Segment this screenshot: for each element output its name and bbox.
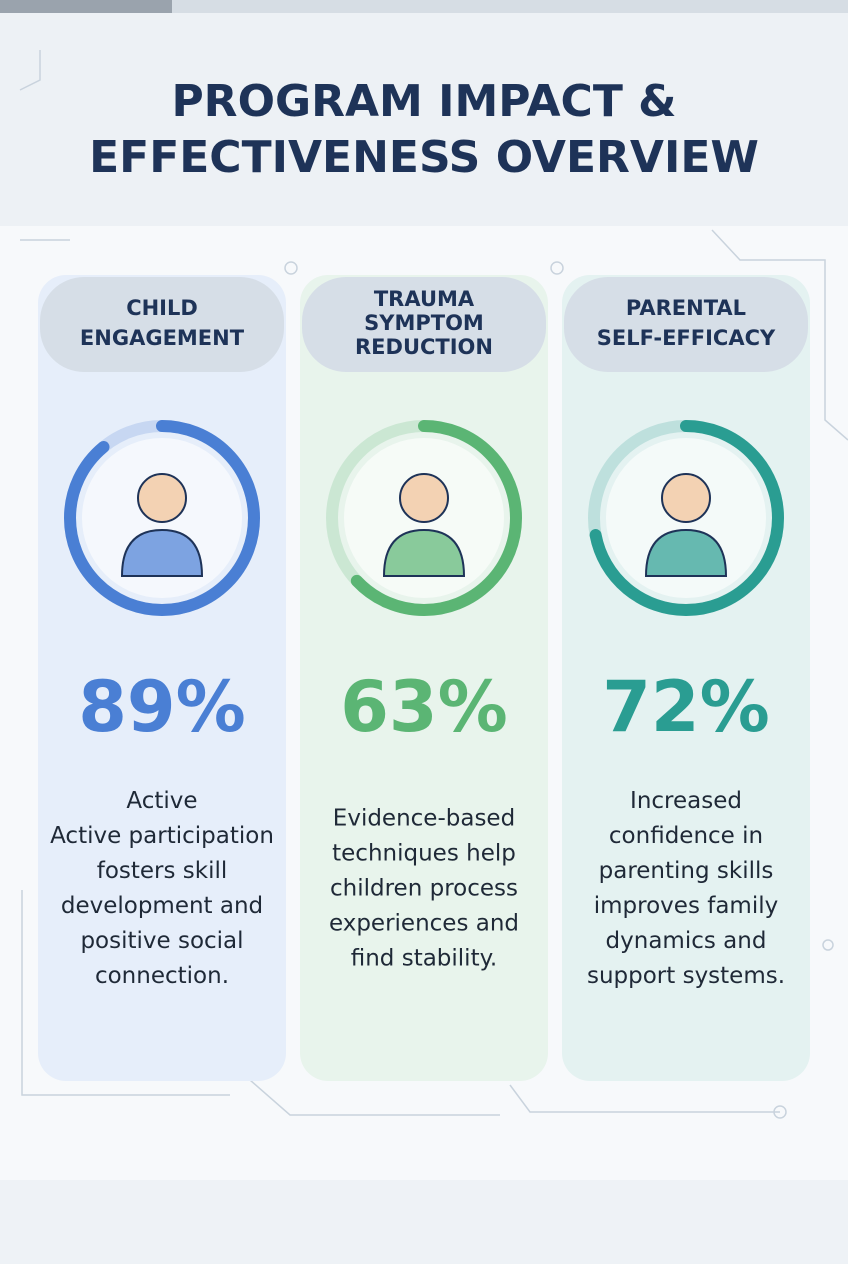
ring-progress — [588, 420, 784, 616]
card-heading: ENGAGEMENT — [80, 326, 245, 350]
top-bar — [172, 0, 848, 13]
card-heading: SYMPTOM — [364, 311, 484, 335]
card-text: find stability. — [351, 946, 498, 972]
ring-progress — [64, 420, 260, 616]
card-text: Active — [126, 788, 197, 814]
card-heading: SELF-EFFICACY — [597, 326, 776, 350]
card-text: techniques help — [332, 841, 516, 867]
card-text: fosters skill — [97, 858, 228, 884]
card-heading: TRAUMA — [374, 287, 475, 311]
icon-body — [644, 528, 728, 577]
card-text: Evidence-based — [333, 806, 515, 832]
card-text: support systems. — [587, 963, 785, 989]
card-text: development and — [61, 893, 263, 919]
icon-body — [120, 528, 204, 577]
decor-lines — [19, 50, 848, 1119]
icon-body — [382, 528, 466, 577]
icon-head — [137, 473, 187, 523]
card-heading-pill — [564, 277, 808, 372]
card-text: parenting skills — [599, 858, 774, 884]
card-text: experiences and — [329, 911, 519, 937]
card-heading: PARENTAL — [626, 296, 746, 320]
card-text: connection. — [95, 963, 229, 989]
ring-progress — [326, 420, 522, 616]
percentage: 63% — [340, 666, 508, 748]
percentage: 89% — [78, 666, 246, 748]
footer-band — [0, 1180, 848, 1264]
card-text: confidence in — [609, 823, 763, 849]
icon-head — [399, 473, 449, 523]
percentage: 72% — [602, 666, 770, 748]
card-text: positive social — [80, 928, 243, 954]
card-text: Increased — [630, 788, 742, 814]
card-heading: REDUCTION — [355, 335, 493, 359]
card-heading-pill — [302, 277, 546, 372]
icon-head — [661, 473, 711, 523]
card-heading: CHILD — [126, 296, 198, 320]
card-heading-pill — [40, 277, 284, 372]
header-band — [0, 0, 848, 226]
card-text: improves family — [594, 893, 778, 919]
title: EFFECTIVENESS OVERVIEW — [89, 132, 759, 183]
card-text: dynamics and — [606, 928, 767, 954]
card-text: Active participation — [50, 823, 274, 849]
top-bar — [0, 0, 172, 13]
card-text: children process — [330, 876, 518, 902]
title: PROGRAM IMPACT & — [171, 76, 676, 127]
